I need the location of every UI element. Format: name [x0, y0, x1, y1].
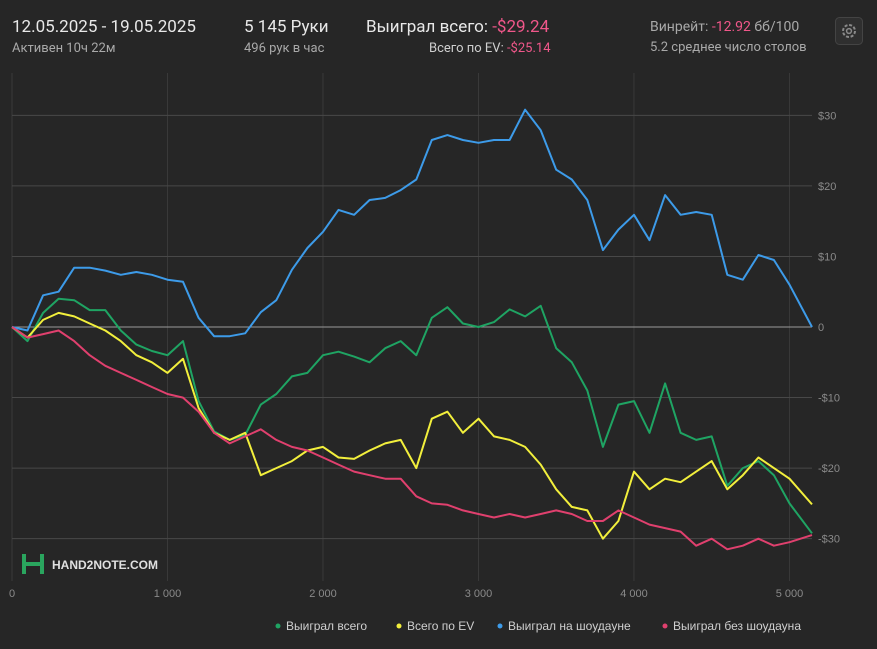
won-value: -$29.24 [492, 17, 550, 37]
legend-swatch [497, 623, 503, 629]
ev-value: -$25.14 [506, 41, 551, 56]
y-tick-label: 0 [818, 322, 824, 334]
x-tick-label: 3 000 [465, 588, 493, 600]
tables: 5.2 среднее число столов [650, 40, 807, 55]
active-time: Активен 10ч 22м [12, 41, 116, 56]
legend-item: Всего по EV [396, 619, 474, 633]
x-tick-label: 4 000 [620, 588, 648, 600]
legend-swatch [396, 623, 402, 629]
winrate-unit: бб/100 [754, 19, 800, 35]
date-range: 12.05.2025 - 19.05.2025 [12, 17, 196, 37]
legend-swatch [662, 623, 668, 629]
legend-label: Всего по EV [407, 619, 474, 633]
ev-label: Всего по EV: [429, 41, 504, 56]
x-tick-label: 1 000 [154, 588, 182, 600]
won-total: Выиграл всего: -$29.24 [366, 17, 549, 37]
series-line [11, 326, 813, 551]
hands-per-hour: 496 рук в час [244, 41, 325, 56]
y-tick-label: -$20 [818, 463, 840, 475]
hands: 5 145 Руки [244, 17, 329, 37]
legend-item: Выиграл без шоудауна [662, 619, 801, 633]
legend-swatch [275, 623, 281, 629]
series-line [11, 297, 813, 534]
winrate-label: Винрейт: [650, 19, 709, 35]
legend-item: Выиграл всего [275, 619, 367, 633]
logo: HAND2NOTE.COM [22, 554, 158, 574]
x-tick-label: 0 [9, 588, 15, 600]
x-tick-label: 5 000 [776, 588, 804, 600]
y-tick-label: $20 [818, 181, 836, 193]
y-tick-label: $10 [818, 251, 836, 263]
won-label: Выиграл всего: [366, 17, 488, 37]
logo-text: HAND2NOTE.COM [52, 558, 158, 572]
legend-item: Выиграл на шоудауне [497, 619, 631, 633]
legend-label: Выиграл на шоудауне [508, 619, 631, 633]
winrate-value: -12.92 [711, 19, 751, 35]
series-line [11, 108, 813, 338]
x-tick-label: 2 000 [309, 588, 337, 600]
settings-button[interactable] [835, 17, 863, 45]
ev-total: Всего по EV: -$25.14 [429, 41, 551, 56]
y-tick-label: -$10 [818, 393, 840, 405]
series-line [11, 311, 813, 540]
winrate: Винрейт: -12.92 бб/100 [650, 19, 799, 35]
legend-label: Выиграл всего [286, 619, 367, 633]
legend-label: Выиграл без шоудауна [673, 619, 801, 633]
y-tick-label: $30 [818, 110, 836, 122]
y-tick-label: -$30 [818, 534, 840, 546]
